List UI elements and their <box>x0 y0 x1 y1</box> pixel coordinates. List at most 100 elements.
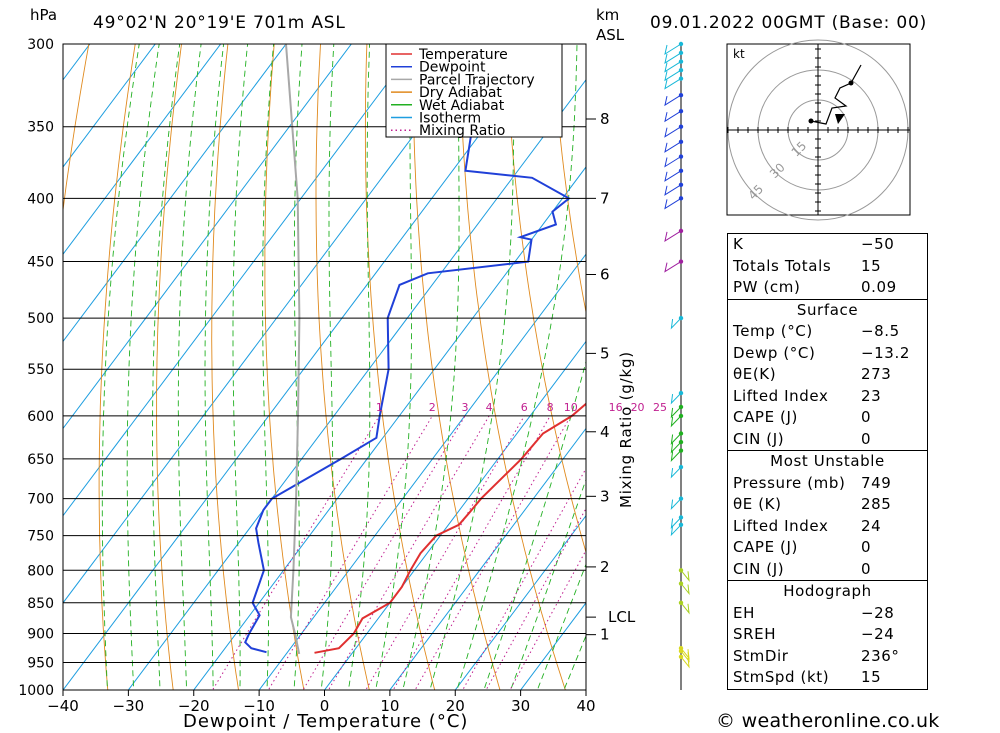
mixing-ratio-line <box>365 415 525 690</box>
mixing-ratio-line <box>509 549 586 690</box>
wet-adiabat-line <box>177 44 202 690</box>
wind-barb <box>670 392 682 405</box>
wind-barb <box>670 415 682 428</box>
wet-adiabat-line <box>347 44 371 690</box>
dry-adiabat-line <box>412 44 501 690</box>
pressure-tick-label: 450 <box>27 255 54 271</box>
wet-adiabat-line <box>152 44 181 690</box>
parcel-trajectory-line <box>285 44 301 655</box>
legend-label: Wet Adiabat <box>419 98 505 114</box>
index-row: Dewp (°C) −13.2 <box>728 343 927 365</box>
index-value: 236° <box>861 646 900 665</box>
wind-barb <box>670 466 682 479</box>
x-tick-label: 20 <box>446 697 465 715</box>
pressure-tick-label: 300 <box>27 37 54 53</box>
km-tick-label: 4 <box>600 423 610 441</box>
index-row: Pressure (mb) 749 <box>728 473 927 495</box>
index-value: 285 <box>861 495 892 513</box>
pressure-tick-label: 750 <box>27 529 54 545</box>
mixing-ratio-label: 25 <box>653 401 667 414</box>
wind-barb <box>664 170 682 182</box>
index-row: StmSpd (kt) 15 <box>728 667 927 689</box>
index-value: −8.5 <box>861 322 900 340</box>
wind-barb <box>664 126 682 138</box>
wet-adiabat-line <box>375 44 413 690</box>
index-value: 0 <box>861 408 872 426</box>
wet-adiabat-line <box>510 478 586 690</box>
index-row: Lifted Index 23 <box>728 386 927 408</box>
pressure-tick-label: 500 <box>27 311 54 327</box>
x-tick-label: 10 <box>380 697 399 715</box>
index-row: K −50 <box>728 234 927 256</box>
index-label: StmDir <box>733 646 789 665</box>
dry-adiabat-line <box>364 44 436 690</box>
index-row: CAPE (J) 0 <box>728 407 927 429</box>
wet-adiabat-line <box>429 44 515 690</box>
index-label: Lifted Index <box>733 386 829 405</box>
datetime-title: 09.01.2022 00GMT (Base: 00) <box>650 13 927 33</box>
index-value: 749 <box>861 473 892 492</box>
mixing-ratio-label: 2 <box>429 401 436 414</box>
legend-label: Dewpoint <box>419 60 486 76</box>
wind-barb <box>664 184 682 196</box>
indices-table: K −50 Totals Totals 15 PW (cm) 0.09 Surface T… <box>727 233 928 690</box>
isotherm-line <box>454 514 586 690</box>
index-row: CAPE (J) 0 <box>728 537 927 559</box>
wind-barb <box>670 441 682 454</box>
index-label: SREH <box>733 625 777 643</box>
km-tick-label: 1 <box>600 626 610 644</box>
wet-adiabat-line <box>563 634 586 690</box>
dry-adiabat-line <box>959 7 1000 716</box>
index-label: θE(K) <box>733 365 777 383</box>
index-row: StmDir 236° <box>728 646 927 668</box>
mixing-ratio-line <box>414 415 572 690</box>
most-unstable-title: Most Unstable <box>770 452 885 470</box>
mixing-ratio-label: 1 <box>376 401 383 414</box>
km-tick-label: 6 <box>600 266 610 284</box>
hodograph-unit: kt <box>733 47 745 61</box>
temperature-line <box>314 402 586 654</box>
index-row: Totals Totals 15 <box>728 256 927 278</box>
index-value: 24 <box>861 516 882 535</box>
index-row: CIN (J) 0 <box>728 429 927 451</box>
wind-barb <box>664 141 682 153</box>
wet-adiabat-line <box>536 563 586 690</box>
dry-adiabat-line <box>264 44 305 690</box>
wind-barb <box>680 583 690 596</box>
index-value: 15 <box>861 256 882 275</box>
wet-adiabat-line <box>101 44 140 690</box>
index-value: 15 <box>861 668 882 686</box>
wind-barb <box>664 197 682 210</box>
pressure-tick-label: 1000 <box>18 683 54 699</box>
wind-barb <box>664 261 682 273</box>
dry-adiabat-line <box>459 44 566 690</box>
wet-adiabat-line <box>204 44 225 690</box>
index-row: PW (cm) 0.09 <box>728 277 927 299</box>
wind-barb <box>670 406 682 419</box>
wet-adiabat-line <box>402 44 460 690</box>
wet-adiabat-line <box>483 359 586 690</box>
wind-barb <box>664 110 682 123</box>
axes: −40 −30 −20 −10 0 10 20 30 40 1 2 3 4 5 6 7 8 LCL <box>47 110 636 715</box>
pressure-tick-label: 400 <box>27 191 54 207</box>
asl-label: ASL <box>596 26 625 44</box>
mixing-ratio-label: 16 <box>609 401 623 414</box>
km-tick-label: 2 <box>600 558 610 576</box>
index-value: 0 <box>861 429 872 448</box>
x-tick-label: 40 <box>576 697 595 715</box>
wind-barb <box>664 69 682 82</box>
x-tick-label: −20 <box>178 697 210 715</box>
wind-barb <box>664 61 682 73</box>
wind-barb <box>670 433 682 445</box>
mixing-ratio-line <box>327 415 490 690</box>
wind-barb <box>670 524 682 537</box>
index-value: −24 <box>861 625 895 643</box>
index-label: PW (cm) <box>733 278 801 296</box>
x-tick-label: −40 <box>47 697 79 715</box>
isotherm-line <box>258 253 586 690</box>
index-label: CIN (J) <box>733 429 785 448</box>
index-row: CIN (J) 0 <box>728 559 927 581</box>
dry-adiabat-line <box>211 44 239 690</box>
isotherm-line <box>63 44 91 81</box>
mixing-ratio-label: 20 <box>631 401 645 414</box>
